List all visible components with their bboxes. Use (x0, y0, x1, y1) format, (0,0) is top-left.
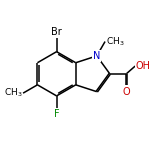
Text: OH: OH (136, 61, 151, 71)
Text: CH$_3$: CH$_3$ (3, 87, 22, 99)
Text: CH$_3$: CH$_3$ (106, 35, 125, 48)
Text: Br: Br (51, 27, 62, 37)
Text: N: N (93, 51, 100, 61)
Text: F: F (54, 109, 59, 119)
Text: O: O (123, 87, 130, 97)
